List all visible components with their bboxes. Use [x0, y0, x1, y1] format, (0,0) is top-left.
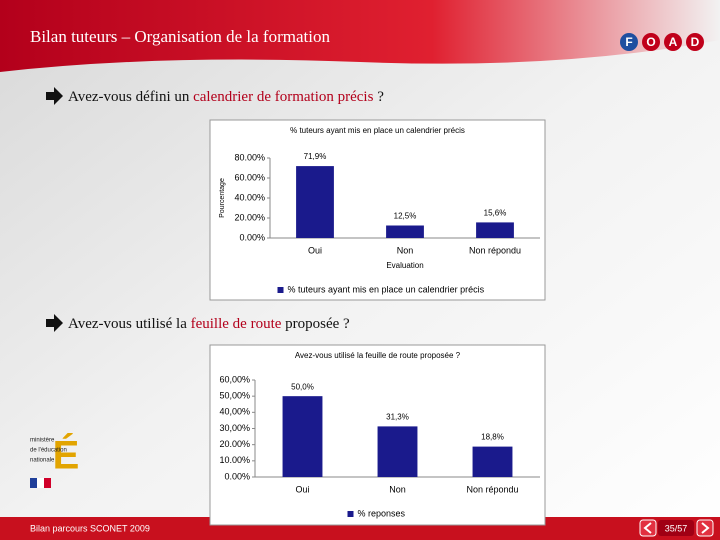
y-tick-label: 40.00% [234, 192, 265, 202]
y-tick-label: 80.00% [234, 152, 265, 162]
y-tick-label: 60.00% [234, 172, 265, 182]
logo-letter: O [646, 35, 655, 49]
chart-title: % tuteurs ayant mis en place un calendri… [290, 126, 465, 135]
bar [377, 426, 418, 477]
y-tick-label: 20.00% [234, 212, 265, 222]
y-tick-label: 0.00% [224, 471, 250, 481]
logo-letter: A [669, 35, 678, 49]
value-label: 50,0% [291, 382, 314, 391]
question: Avez-vous utilisé la feuille de route pr… [68, 316, 350, 332]
bullet-arrow [46, 314, 63, 332]
chart-title: Avez-vous utilisé la feuille de route pr… [295, 351, 461, 360]
y-tick-label: 0.00% [239, 232, 265, 242]
flag-band [44, 478, 51, 488]
x-tick-label: Non [389, 484, 406, 494]
chart-area [209, 344, 546, 526]
value-label: 18,8% [481, 433, 504, 442]
flag-band [30, 478, 37, 488]
ministry-mark: É [53, 433, 80, 478]
legend-label: % tuteurs ayant mis en place un calendri… [288, 284, 485, 294]
y-tick-label: 30,00% [219, 423, 250, 433]
bar [282, 396, 323, 477]
logo: F O A D [620, 33, 704, 51]
y-axis-label: Pourcentage [219, 178, 226, 218]
value-label: 31,3% [386, 413, 409, 422]
question: Avez-vous défini un calendrier de format… [68, 89, 384, 105]
bar [472, 446, 513, 477]
page-box [658, 520, 694, 536]
next-button[interactable] [696, 519, 714, 537]
x-axis-label: Evaluation [386, 261, 423, 270]
prev-button[interactable] [639, 519, 657, 537]
charts: % tuteurs ayant mis en place un calendri… [209, 119, 546, 526]
ministry-logo: É ministère de l'éducation nationale [30, 433, 79, 488]
footer-text: Bilan parcours SCONET 2009 [30, 523, 150, 533]
y-tick-label: 50,00% [219, 391, 250, 401]
logo-letter: D [691, 35, 700, 49]
logo-bubble [686, 33, 704, 51]
question-text: ? [373, 89, 384, 105]
y-tick-label: 60,00% [219, 374, 250, 384]
x-tick-label: Oui [308, 245, 322, 255]
bar [386, 225, 424, 238]
prev-icon [643, 522, 652, 534]
y-tick-label: 10.00% [219, 455, 250, 465]
question-highlight: feuille de route [191, 316, 282, 332]
header-title: Bilan tuteurs – Organisation de la forma… [30, 27, 330, 46]
question-highlight: calendrier de formation précis [193, 89, 373, 105]
value-label: 71,9% [304, 152, 327, 161]
question-text: Avez-vous défini un [68, 89, 193, 105]
x-tick-label: Non répondu [466, 484, 518, 494]
legend-swatch [347, 511, 354, 517]
value-label: 15,6% [484, 209, 507, 218]
header-band [0, 0, 720, 72]
logo-bubble [642, 33, 660, 51]
logo-bubble [620, 33, 638, 51]
bullet-arrow [46, 87, 63, 105]
chart-area [209, 119, 546, 301]
next-icon [701, 522, 710, 534]
question-text: proposée ? [281, 316, 350, 332]
ministry-text: ministère [30, 438, 55, 444]
y-tick-label: 40,00% [219, 407, 250, 417]
bar [296, 166, 334, 238]
flag-band [37, 478, 44, 488]
page-number: 35/57 [665, 523, 688, 533]
ministry-text: nationale [30, 458, 55, 464]
logo-bubble [664, 33, 682, 51]
x-tick-label: Non répondu [469, 245, 521, 255]
legend-label: % reponses [358, 508, 406, 518]
x-tick-label: Oui [295, 484, 309, 494]
bar [476, 222, 514, 238]
legend-swatch [277, 287, 284, 293]
question-text: Avez-vous utilisé la [68, 316, 191, 332]
ministry-text: de l'éducation [30, 448, 67, 454]
value-label: 12,5% [394, 212, 417, 221]
x-tick-label: Non [397, 245, 414, 255]
y-tick-label: 20.00% [219, 439, 250, 449]
logo-letter: F [625, 35, 632, 49]
